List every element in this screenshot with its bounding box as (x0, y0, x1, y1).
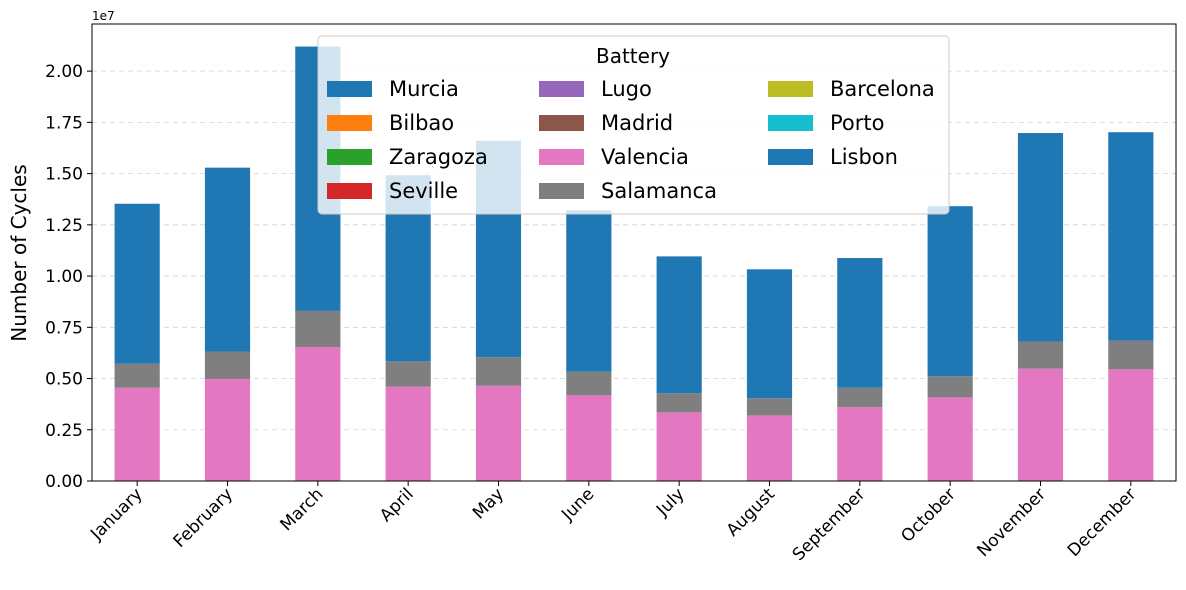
legend-label: Seville (389, 179, 458, 203)
bar-segment (746, 415, 793, 481)
bar-segment (837, 407, 883, 481)
legend-swatch (327, 81, 372, 97)
bar-segment (1017, 368, 1064, 481)
bar-segment (114, 363, 160, 388)
legend-label: Zaragoza (389, 145, 488, 169)
legend-swatch (539, 149, 584, 165)
y-tick-label: 2.00 (45, 62, 83, 82)
legend-label: Lisbon (830, 145, 898, 169)
x-tick-label: May (469, 484, 508, 523)
legend-swatch (768, 81, 813, 97)
bar-segment (566, 210, 612, 372)
legend-swatch (539, 115, 584, 131)
bar-segment (746, 398, 793, 416)
x-tick-label: December (1064, 484, 1140, 560)
legend-swatch (327, 149, 372, 165)
legend-label: Madrid (601, 111, 673, 135)
bar-segment (566, 395, 612, 481)
bar-segment (204, 167, 251, 352)
x-axis-ticks: January February March April May June July Augu… (86, 481, 1140, 565)
bar-segment (566, 371, 612, 396)
y-tick-label: 1.50 (45, 165, 83, 185)
x-tick-label: November (973, 484, 1050, 561)
bar-segment (1108, 340, 1154, 370)
bar-segment (927, 397, 973, 481)
bar-segment (1108, 369, 1154, 481)
bar-segment (475, 357, 522, 386)
x-tick-label: March (277, 484, 328, 535)
legend-label: Valencia (601, 145, 689, 169)
bar-segment (204, 351, 251, 379)
legend-title: Battery (596, 44, 670, 68)
x-tick-label: February (170, 484, 237, 551)
legend-label: Bilbao (389, 111, 454, 135)
y-axis-ticks: 0.00 0.25 0.50 0.75 1.00 1.25 1.50 1.75 2.00 (45, 62, 92, 492)
legend-swatch (327, 183, 372, 199)
bar-segment (927, 206, 973, 377)
plot-frame (91, 23, 1177, 482)
legend-label: Salamanca (601, 179, 717, 203)
bar-segment (385, 361, 431, 387)
bar-segment (746, 269, 793, 399)
x-tick-label: April (376, 484, 418, 526)
legend-swatch (768, 115, 813, 131)
y-tick-label: 1.25 (45, 216, 83, 236)
legend-label: Lugo (601, 77, 652, 101)
bar-segment (837, 387, 883, 408)
bar-segment (114, 203, 160, 364)
x-tick-label: July (652, 484, 688, 520)
x-tick-label: August (723, 484, 779, 540)
y-tick-label: 0.75 (45, 318, 83, 338)
bar-segment (656, 393, 702, 413)
legend-label: Porto (830, 111, 884, 135)
legend-swatch (327, 115, 372, 131)
bar-segment (1017, 133, 1064, 342)
legend-frame (317, 35, 950, 215)
bar-segment (837, 258, 883, 388)
bar-segment (1108, 132, 1154, 341)
bar-segment (927, 376, 973, 398)
y-axis-label: Number of Cycles (7, 164, 31, 341)
legend-label: Murcia (389, 77, 459, 101)
bar-segment (1017, 341, 1064, 369)
bar-segment (385, 386, 431, 481)
bars (114, 46, 1154, 481)
x-tick-label: October (897, 484, 959, 546)
y-tick-label: 0.50 (45, 370, 83, 390)
x-tick-label: January (86, 484, 146, 544)
y-tick-label: 1.75 (45, 113, 83, 133)
legend-swatch (539, 183, 584, 199)
bar-segment (656, 256, 702, 394)
y-tick-label: 0.25 (45, 421, 83, 441)
bar-segment (656, 412, 702, 481)
bar-segment (295, 346, 341, 481)
y-offset-label: 1e7 (92, 9, 115, 23)
bar-segment (204, 378, 251, 481)
legend: Battery Murcia Bilbao Zaragoza Seville Lugo M… (317, 35, 950, 215)
legend-swatch (768, 149, 813, 165)
bar-segment (114, 387, 160, 481)
x-tick-label: June (557, 484, 598, 525)
bar-segment (475, 385, 522, 481)
legend-swatch (539, 81, 584, 97)
x-tick-label: September (789, 484, 870, 565)
bar-segment (295, 310, 341, 347)
legend-label: Barcelona (830, 77, 935, 101)
y-tick-label: 0.00 (45, 472, 83, 492)
y-tick-label: 1.00 (45, 267, 83, 287)
